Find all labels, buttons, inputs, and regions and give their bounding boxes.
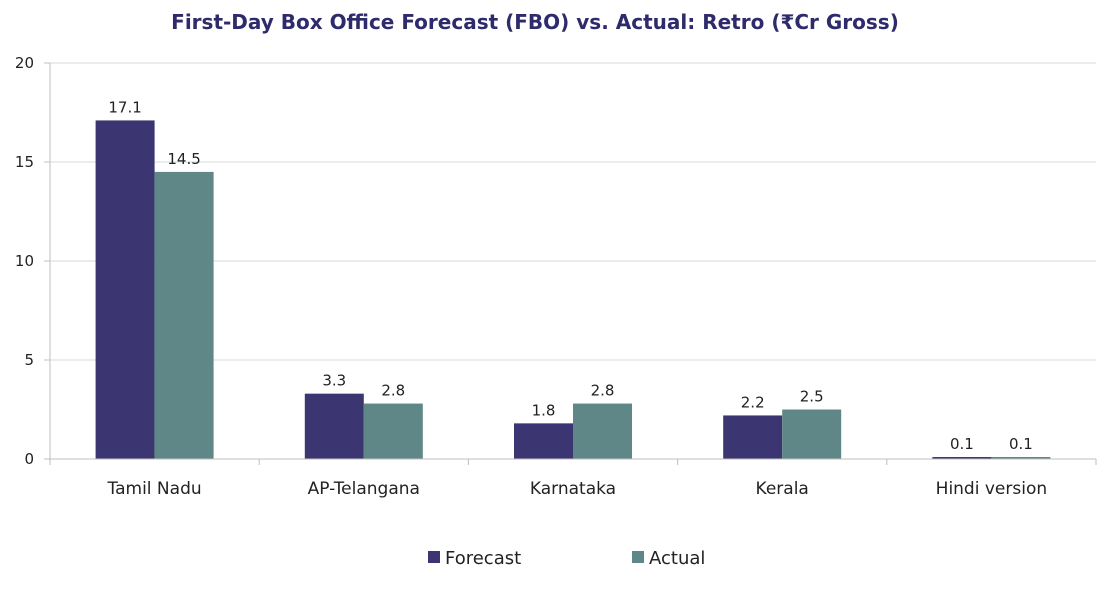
y-tick-label: 0 bbox=[24, 450, 34, 468]
x-tick-label: Karnataka bbox=[530, 479, 616, 499]
y-tick-label: 20 bbox=[15, 54, 34, 72]
data-label: 2.2 bbox=[741, 393, 765, 411]
y-tick-label: 15 bbox=[15, 153, 34, 171]
data-label: 14.5 bbox=[167, 150, 200, 168]
bar-forecast-kerala bbox=[723, 415, 783, 459]
x-tick-label: Tamil Nadu bbox=[107, 479, 202, 499]
data-label: 2.8 bbox=[381, 382, 405, 400]
bar-forecast-karnataka bbox=[514, 423, 573, 459]
gridlines bbox=[50, 62, 1096, 361]
legend-swatch-forecast bbox=[428, 551, 440, 563]
x-tick-label: Kerala bbox=[756, 479, 809, 499]
x-axis: Tamil Nadu AP-Telangana Karnataka Kerala Hin… bbox=[49, 458, 1097, 499]
data-label: 2.5 bbox=[800, 388, 824, 406]
bar-forecast-tamil-nadu bbox=[95, 120, 155, 460]
data-label: 2.8 bbox=[591, 382, 615, 400]
y-tick-label: 10 bbox=[15, 252, 34, 270]
bar-actual-ap-telangana bbox=[363, 403, 423, 459]
bars: 17.1 14.5 3.3 2.8 1.8 2.8 2.2 2.5 0.1 0.1 bbox=[95, 98, 1051, 460]
chart-title: First-Day Box Office Forecast (FBO) vs. … bbox=[171, 10, 899, 34]
bar-actual-karnataka bbox=[573, 403, 632, 459]
legend-swatch-actual bbox=[632, 551, 644, 563]
y-tick-label: 5 bbox=[24, 351, 34, 369]
bar-actual-kerala bbox=[782, 409, 842, 459]
x-tick-label: AP-Telangana bbox=[308, 479, 420, 499]
bar-forecast-ap-telangana bbox=[304, 393, 364, 459]
legend-label-actual: Actual bbox=[649, 548, 705, 569]
y-axis: 0 5 10 15 20 bbox=[15, 54, 51, 468]
bar-forecast-hindi-version bbox=[932, 457, 992, 459]
legend-label-forecast: Forecast bbox=[445, 548, 521, 569]
data-label: 0.1 bbox=[950, 435, 974, 453]
legend: Forecast Actual bbox=[428, 548, 705, 569]
x-tick-label: Hindi version bbox=[936, 479, 1047, 499]
bar-actual-hindi-version bbox=[991, 457, 1051, 459]
data-label: 17.1 bbox=[108, 98, 141, 116]
data-label: 0.1 bbox=[1009, 435, 1033, 453]
data-label: 1.8 bbox=[532, 401, 556, 419]
bar-actual-tamil-nadu bbox=[154, 171, 214, 459]
data-label: 3.3 bbox=[322, 372, 346, 390]
